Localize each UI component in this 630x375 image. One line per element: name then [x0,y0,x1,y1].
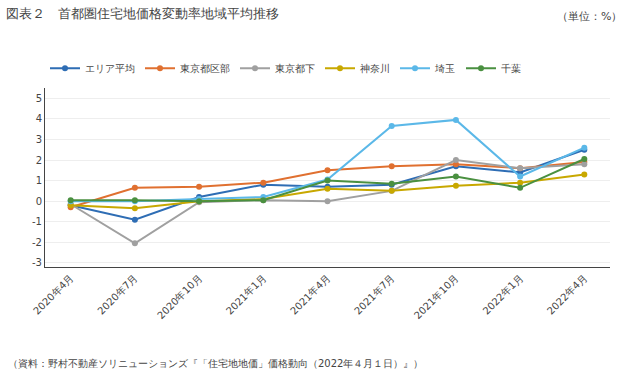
svg-text:図表２ 首都圏住宅地価格変動率地域平均推移: 図表２ 首都圏住宅地価格変動率地域平均推移 [6,6,279,21]
svg-text:5: 5 [36,93,42,104]
svg-text:2022年1月: 2022年1月 [481,272,525,316]
svg-text:2021年10月: 2021年10月 [412,272,461,321]
svg-text:0: 0 [36,196,42,207]
svg-text:エリア平均: エリア平均 [85,63,135,74]
svg-text:3: 3 [36,134,42,145]
svg-text:埼玉: 埼玉 [434,63,455,74]
svg-text:2021年7月: 2021年7月 [352,272,396,316]
svg-text:2: 2 [36,155,42,166]
svg-text:2020年4月: 2020年4月 [31,272,75,316]
svg-text:（資料：野村不動産ソリニューションズ『「住宅地地価」価格動向: （資料：野村不動産ソリニューションズ『「住宅地地価」価格動向（2022年４月１日… [8,358,423,369]
svg-text:1: 1 [36,175,42,186]
svg-text:-2: -2 [32,237,42,248]
svg-text:-1: -1 [32,216,42,227]
svg-text:千葉: 千葉 [501,63,521,74]
svg-text:神奈川: 神奈川 [360,63,390,74]
svg-text:2021年1月: 2021年1月 [224,272,268,316]
svg-text:2020年10月: 2020年10月 [155,272,204,321]
svg-text:2021年4月: 2021年4月 [288,272,332,316]
svg-text:（単位：%）: （単位：%） [557,10,622,23]
svg-text:2022年4月: 2022年4月 [545,272,589,316]
svg-text:-3: -3 [32,257,42,268]
svg-text:4: 4 [36,113,42,124]
svg-text:2020年7月: 2020年7月 [95,272,139,316]
svg-text:東京都下: 東京都下 [275,63,315,74]
svg-text:東京都区部: 東京都区部 [180,63,230,74]
